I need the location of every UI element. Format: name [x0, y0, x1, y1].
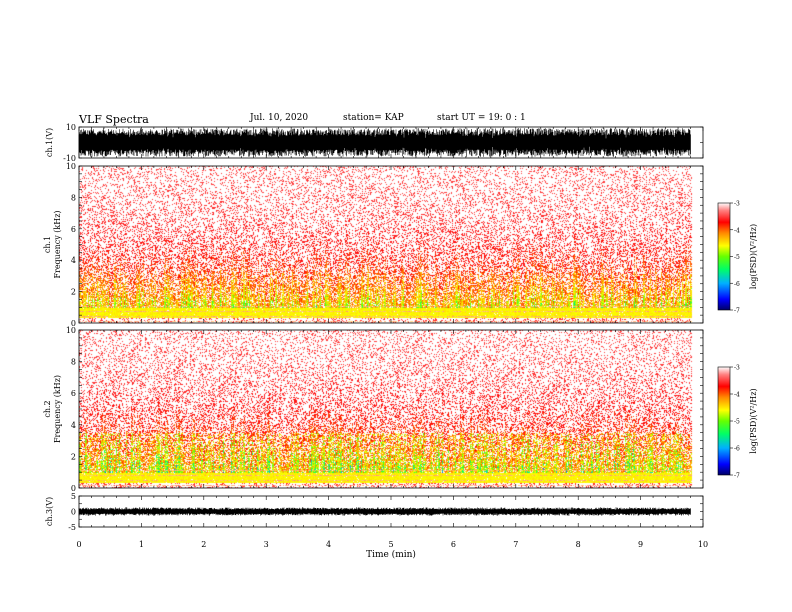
sp1-ytick-3: 6 — [71, 225, 76, 234]
sp1-ytick-4: 8 — [71, 193, 76, 202]
ch3-waveform-line — [78, 507, 691, 516]
sp2-cblabel: log(PSD)(V²/Hz) — [749, 388, 758, 453]
sp1-cbtick-3: -6 — [734, 281, 740, 288]
sp2-ytick-2: 4 — [71, 421, 76, 430]
xtick-6: 6 — [451, 540, 456, 549]
sp1-cbtick-0: -3 — [734, 201, 740, 208]
sp1-cbtick-1: -4 — [734, 227, 740, 234]
sp2-cbtick-2: -5 — [734, 419, 740, 426]
sp1-ylabel-line-0: ch.1 — [43, 236, 52, 253]
sp1-cblabel: log(PSD)(V²/Hz) — [749, 224, 758, 289]
ch1-spectrogram-image — [79, 166, 703, 323]
ch3-ytick-0: 5 — [71, 492, 76, 501]
sp2-cbtick-4: -7 — [734, 473, 740, 480]
sp2-ylabel-line-0: ch.2 — [43, 400, 52, 417]
sp2-ytick-3: 6 — [71, 389, 76, 398]
sp1-cbtick-2: -5 — [734, 254, 740, 261]
xtick-5: 5 — [388, 540, 393, 549]
xtick-8: 8 — [576, 540, 581, 549]
figure-title: VLF Spectra — [79, 113, 149, 126]
sp2-ylabel: ch.2 Frequency (kHz) — [43, 375, 62, 443]
sp1-ylabel-line-1: Frequency (kHz) — [53, 210, 62, 278]
xtick-1: 1 — [139, 540, 144, 549]
station-label: station= KAP — [343, 113, 404, 123]
sp1-ytick-0: 0 — [71, 319, 76, 328]
ch3-ylabel-line-0: ch.3(V) — [45, 497, 54, 526]
sp1-cbtick-4: -7 — [734, 308, 740, 315]
xtick-4: 4 — [326, 540, 331, 549]
ch3-ytick-2: -5 — [68, 523, 76, 532]
xtick-7: 7 — [513, 540, 518, 549]
ch2-spectrogram-image — [79, 330, 703, 488]
sp2-cbtick-0: -3 — [734, 365, 740, 372]
sp2-ytick-5: 10 — [66, 326, 76, 335]
sp2-ylabel-line-1: Frequency (kHz) — [53, 375, 62, 443]
sp2-colorbar — [717, 366, 731, 476]
ch3-ytick-1: 0 — [71, 508, 76, 517]
xtick-3: 3 — [264, 540, 269, 549]
sp1-colorbar — [717, 202, 731, 311]
xtick-0: 0 — [76, 540, 81, 549]
ch1-waveform-line — [78, 128, 691, 158]
ch3-ylabel: ch.3(V) — [45, 497, 54, 526]
xtick-10: 10 — [698, 540, 708, 549]
x-axis-label: Time (min) — [366, 549, 416, 560]
xtick-2: 2 — [201, 540, 206, 549]
sp2-ytick-4: 8 — [71, 358, 76, 367]
xtick-9: 9 — [638, 540, 643, 549]
start-time-label: start UT = 19: 0 : 1 — [437, 113, 526, 123]
ch1-ylabel-line-0: ch.1(V) — [45, 128, 54, 157]
sp2-cbtick-3: -6 — [734, 446, 740, 453]
date-label: Jul. 10, 2020 — [250, 113, 309, 123]
ch1-ytick-1: -10 — [63, 154, 76, 163]
sp1-ytick-5: 10 — [66, 162, 76, 171]
sp2-cblabel-line-0: log(PSD)(V²/Hz) — [749, 388, 758, 453]
ch1-ylabel: ch.1(V) — [45, 128, 54, 157]
sp1-ytick-1: 2 — [71, 288, 76, 297]
sp1-ytick-2: 4 — [71, 256, 76, 265]
sp2-ytick-0: 0 — [71, 484, 76, 493]
sp1-ylabel: ch.1 Frequency (kHz) — [43, 210, 62, 278]
sp2-cbtick-1: -4 — [734, 392, 740, 399]
sp1-cblabel-line-0: log(PSD)(V²/Hz) — [749, 224, 758, 289]
ch1-ytick-0: 10 — [66, 123, 76, 132]
sp2-ytick-1: 2 — [71, 452, 76, 461]
